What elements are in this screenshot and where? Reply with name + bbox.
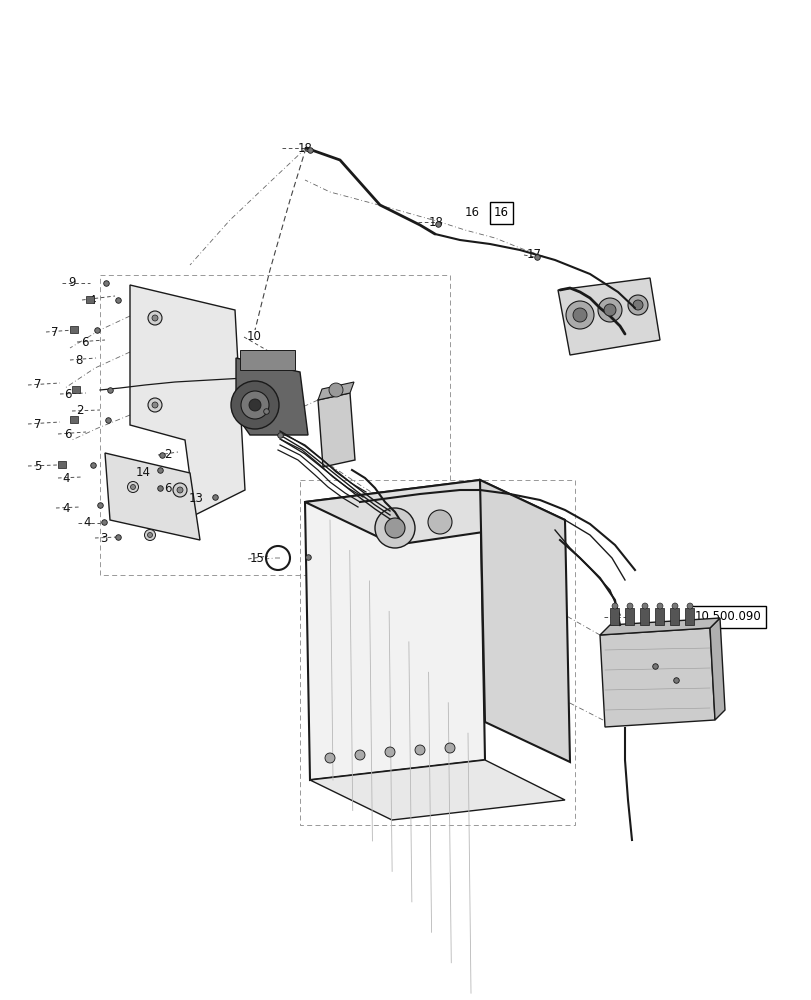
Bar [299, 480, 574, 825]
Text: 6: 6 [81, 336, 88, 349]
Bar [70, 326, 78, 333]
Bar [654, 608, 663, 625]
Polygon shape [318, 382, 354, 400]
Circle shape [672, 603, 677, 609]
Polygon shape [305, 480, 564, 545]
Text: 9: 9 [68, 276, 75, 290]
Circle shape [148, 311, 162, 325]
Bar [240, 350, 294, 370]
Circle shape [230, 381, 279, 429]
Polygon shape [599, 618, 719, 635]
Polygon shape [479, 480, 569, 762]
Text: 2: 2 [76, 404, 84, 418]
Text: 6: 6 [64, 428, 71, 440]
Circle shape [354, 750, 365, 760]
Polygon shape [709, 618, 724, 720]
Polygon shape [236, 358, 307, 435]
Bar [58, 461, 66, 468]
Bar [86, 296, 94, 303]
Circle shape [656, 603, 663, 609]
Text: 18: 18 [297, 142, 312, 155]
Text: 6: 6 [164, 482, 172, 494]
Text: 7: 7 [34, 418, 41, 430]
Text: 14: 14 [135, 466, 150, 479]
Polygon shape [305, 480, 484, 780]
Circle shape [414, 745, 424, 755]
Text: 6: 6 [637, 662, 644, 674]
Text: 4: 4 [88, 294, 96, 306]
Circle shape [384, 747, 394, 757]
Text: 13: 13 [188, 491, 204, 504]
Text: 3: 3 [101, 532, 108, 544]
Circle shape [444, 743, 454, 753]
Text: 4: 4 [62, 472, 70, 485]
Circle shape [573, 308, 586, 322]
Polygon shape [599, 628, 714, 727]
Text: 2: 2 [164, 448, 172, 462]
Bar [72, 386, 80, 393]
Text: 6: 6 [64, 387, 71, 400]
Circle shape [241, 391, 268, 419]
Text: 4: 4 [84, 516, 91, 530]
Text: 7: 7 [34, 378, 41, 391]
Polygon shape [130, 285, 245, 515]
Text: 16: 16 [464, 207, 479, 220]
Text: 10.500.090: 10.500.090 [694, 610, 761, 624]
Polygon shape [105, 453, 200, 540]
Circle shape [328, 383, 342, 397]
Polygon shape [318, 393, 354, 467]
Text: 4: 4 [62, 502, 70, 514]
Text: 1: 1 [610, 610, 617, 624]
Circle shape [127, 482, 139, 492]
Text: 11: 11 [258, 404, 273, 418]
Bar [100, 275, 449, 575]
Text: 10: 10 [247, 330, 261, 344]
Circle shape [427, 510, 452, 534]
Text: 16: 16 [493, 207, 508, 220]
Circle shape [152, 402, 158, 408]
Polygon shape [557, 278, 659, 355]
Bar [639, 608, 648, 625]
Bar [684, 608, 693, 625]
Circle shape [642, 603, 647, 609]
Circle shape [611, 603, 617, 609]
Text: 12: 12 [662, 676, 676, 690]
Polygon shape [310, 760, 564, 820]
Circle shape [131, 485, 135, 489]
Circle shape [249, 399, 260, 411]
Circle shape [148, 532, 152, 538]
Text: 18: 18 [428, 216, 443, 229]
Circle shape [627, 295, 647, 315]
Circle shape [565, 301, 594, 329]
Text: 17: 17 [526, 248, 541, 261]
Circle shape [384, 518, 405, 538]
Circle shape [173, 483, 187, 497]
Circle shape [633, 300, 642, 310]
Circle shape [148, 398, 162, 412]
Circle shape [375, 508, 414, 548]
Bar [669, 608, 678, 625]
Circle shape [597, 298, 621, 322]
Text: 8: 8 [75, 354, 83, 366]
Circle shape [144, 530, 156, 540]
Circle shape [177, 487, 182, 493]
Circle shape [152, 315, 158, 321]
Circle shape [686, 603, 692, 609]
Bar [624, 608, 633, 625]
Text: 6: 6 [230, 404, 238, 418]
Text: 15: 15 [249, 552, 264, 566]
Text: 5: 5 [34, 460, 41, 473]
Bar [70, 416, 78, 423]
Circle shape [324, 753, 335, 763]
Bar [609, 608, 618, 625]
Text: 7: 7 [51, 326, 58, 338]
Circle shape [626, 603, 633, 609]
Circle shape [603, 304, 616, 316]
